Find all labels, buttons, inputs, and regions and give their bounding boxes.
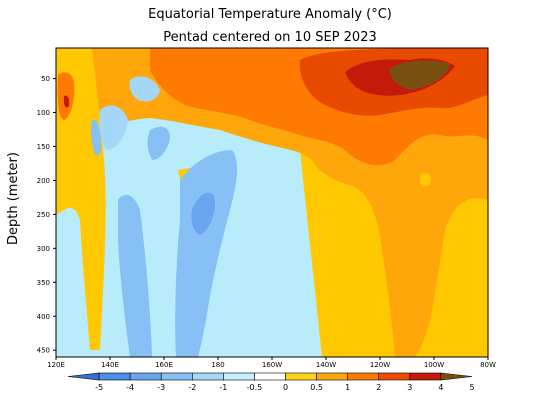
y-tick-label: 450 (37, 347, 50, 355)
field-warm-spot (420, 172, 432, 187)
colorbar-label: 0 (283, 383, 288, 392)
colorbar-label: -5 (95, 383, 103, 392)
y-tick-label: 300 (37, 245, 50, 253)
field-cool-4 (147, 126, 170, 160)
colorbar-label: 1 (345, 383, 350, 392)
colorbar-swatch (285, 372, 317, 381)
colorbar: -5 -4 -3 -2 -1 -0.5 0 0.5 1 2 3 4 5 (67, 372, 475, 392)
colorbar-label: 3 (407, 383, 412, 392)
colorbar-label: 2 (376, 383, 381, 392)
colorbar-swatch (254, 372, 286, 381)
x-tick-label: 180 (211, 361, 224, 369)
colorbar-label: -1 (219, 383, 227, 392)
x-tick-label: 80W (480, 361, 496, 369)
field-west-blob-core (63, 95, 70, 108)
colorbar-swatch (409, 372, 442, 381)
y-tick-label: 350 (37, 279, 50, 287)
colorbar-label: -0.5 (247, 383, 263, 392)
colorbar-label: 4 (438, 383, 443, 392)
colorbar-swatch (316, 372, 348, 381)
colorbar-swatch (378, 372, 411, 381)
field-cool-3 (191, 192, 216, 235)
field-peak-max (389, 60, 450, 90)
y-axis: 50 100 150 200 250 300 350 400 450 (37, 75, 56, 355)
field-cool-6 (90, 119, 102, 156)
colorbar-swatch (160, 372, 193, 381)
colorbar-swatch (440, 372, 473, 381)
colorbar-swatch (98, 372, 131, 381)
y-tick-label: 50 (41, 75, 50, 83)
x-tick-label: 160W (262, 361, 282, 369)
y-tick-label: 200 (37, 177, 50, 185)
field-cool-2 (175, 150, 238, 357)
x-tick-label: 120W (370, 361, 390, 369)
colorbar-swatch (223, 372, 255, 381)
x-tick-label: 160E (155, 361, 173, 369)
field-cool-5 (99, 105, 128, 150)
x-tick-label: 120E (47, 361, 65, 369)
x-tick-label: 100W (424, 361, 444, 369)
x-axis: 120E 140E 160E 180 160W 140W 120W 100W 80W (47, 357, 496, 369)
colorbar-swatch (67, 372, 100, 381)
colorbar-label: -4 (126, 383, 134, 392)
x-tick-label: 140E (101, 361, 119, 369)
colorbar-swatch (192, 372, 224, 381)
colorbar-label: -3 (157, 383, 165, 392)
heatmap-field (56, 48, 488, 357)
field-cool-1 (118, 194, 152, 357)
x-tick-label: 140W (316, 361, 336, 369)
colorbar-swatch (129, 372, 162, 381)
field-cool-7 (129, 76, 160, 102)
chart-subtitle: Pentad centered on 10 SEP 2023 (163, 30, 377, 45)
colorbar-label: -2 (188, 383, 196, 392)
y-tick-label: 250 (37, 211, 50, 219)
colorbar-label: 0.5 (310, 383, 323, 392)
chart-title: Equatorial Temperature Anomaly (°C) (148, 7, 392, 22)
y-tick-label: 100 (37, 109, 50, 117)
y-tick-label: 400 (37, 313, 50, 321)
colorbar-label: 5 (469, 383, 474, 392)
y-tick-label: 150 (37, 143, 50, 151)
colorbar-swatch (347, 372, 380, 381)
